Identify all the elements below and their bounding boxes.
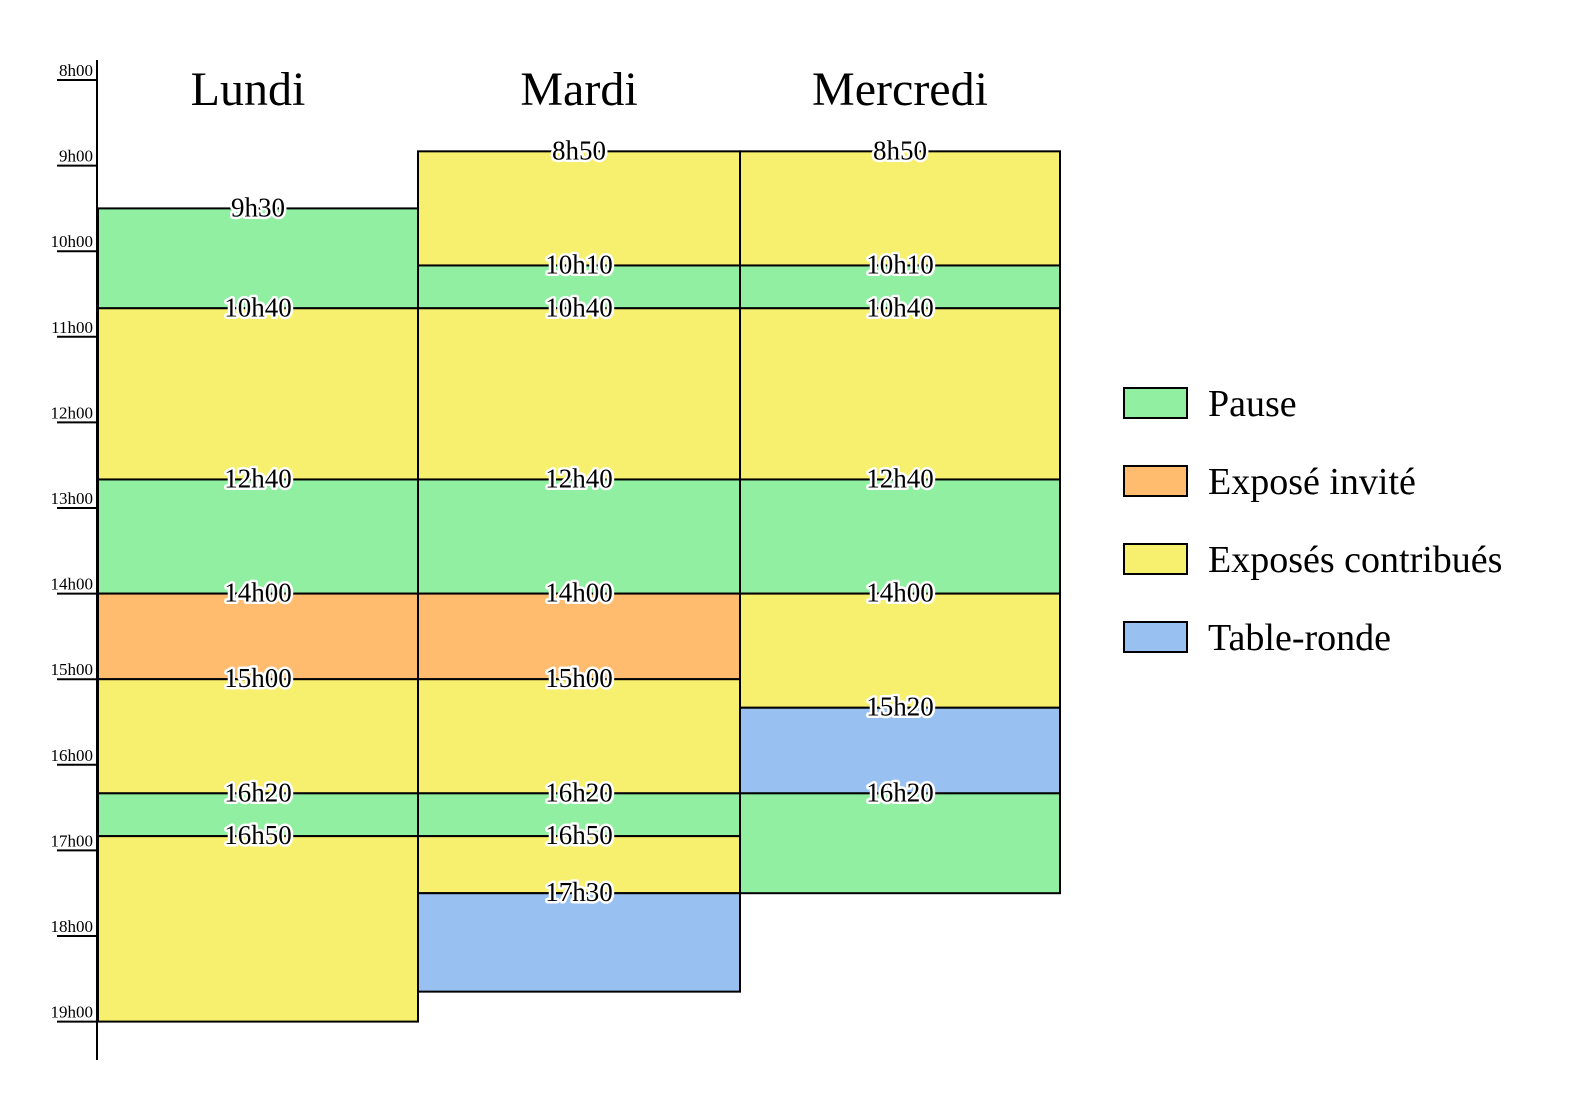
- block-start-time: 16h20: [545, 777, 613, 807]
- schedule-block-pause: [417, 478, 741, 595]
- schedule-blocks: [97, 150, 1061, 1023]
- block-start-time: 12h40: [545, 463, 613, 493]
- axis-tick-label: 13h00: [51, 489, 94, 508]
- block-start-time: 17h30: [545, 877, 613, 907]
- block-start-time: 12h40: [866, 463, 934, 493]
- block-start-time: 14h00: [545, 578, 613, 608]
- schedule-block-contribue: [739, 307, 1061, 481]
- legend-swatch-contribue: [1123, 543, 1188, 575]
- schedule-block-contribue: [417, 307, 741, 481]
- schedule-block-pause: [97, 478, 419, 595]
- block-start-time: 10h10: [866, 249, 934, 279]
- block-start-time: 10h40: [545, 292, 613, 322]
- block-start-time: 16h20: [866, 777, 934, 807]
- block-start-time: 16h50: [545, 820, 613, 850]
- block-start-time: 12h40: [224, 463, 292, 493]
- schedule-block-contribue: [417, 678, 741, 795]
- block-start-time: 10h40: [866, 292, 934, 322]
- block-start-time: 15h20: [866, 692, 934, 722]
- legend-swatch-invite: [1123, 465, 1188, 497]
- axis-tick-label: 10h00: [51, 232, 94, 251]
- axis-tick-label: 12h00: [51, 403, 94, 422]
- schedule-block-contribue: [739, 150, 1061, 267]
- axis-tick-label: 16h00: [51, 746, 94, 765]
- schedule-block-contribue: [417, 150, 741, 267]
- time-axis: 8h00 9h00 10h00 11h00 12h00 13h00 14h00 15h00 16…: [51, 60, 98, 1060]
- schedule-block-contribue: [97, 835, 419, 1023]
- axis-tick-label: 17h00: [51, 831, 94, 850]
- schedule-block-contribue: [739, 592, 1061, 709]
- day-header-lundi: Lundi: [191, 63, 306, 116]
- axis-tick-label: 19h00: [51, 1003, 94, 1022]
- schedule-block-contribue: [97, 678, 419, 795]
- block-start-time: 15h00: [224, 663, 292, 693]
- legend-label-pause: Pause: [1208, 383, 1297, 425]
- schedule-block-pause: [739, 792, 1061, 895]
- block-start-time: 16h50: [224, 820, 292, 850]
- schedule-block-invite: [97, 592, 419, 681]
- block-start-time: 10h40: [224, 292, 292, 322]
- day-header-mercredi: Mercredi: [812, 63, 988, 116]
- schedule-block-pause: [417, 792, 741, 838]
- schedule-block-pause: [97, 207, 419, 310]
- schedule-block-pause: [739, 478, 1061, 595]
- legend-swatch-table: [1123, 621, 1188, 653]
- axis-tick-label: 14h00: [51, 575, 94, 594]
- legend: Pause Exposé invité Exposés contribués Tabl…: [1123, 383, 1502, 659]
- axis-tick-label: 8h00: [59, 61, 93, 80]
- block-start-time: 14h00: [866, 578, 934, 608]
- block-start-time: 10h10: [545, 249, 613, 279]
- axis-tick-label: 15h00: [51, 660, 94, 679]
- block-start-time: 14h00: [224, 578, 292, 608]
- schedule-block-pause: [739, 264, 1061, 310]
- axis-tick-label: 18h00: [51, 917, 94, 936]
- day-header-mardi: Mardi: [520, 63, 637, 116]
- block-start-time: 8h50: [873, 135, 927, 165]
- block-start-time: 8h50: [552, 135, 606, 165]
- block-start-time: 16h20: [224, 777, 292, 807]
- schedule-block-table: [739, 706, 1061, 795]
- schedule-block-invite: [417, 592, 741, 681]
- time-labels: 9h30 10h40 12h40 14h00 15h00 16h20 16h50 8h50 10…: [222, 133, 937, 910]
- legend-label-contribue: Exposés contribués: [1208, 539, 1502, 581]
- schedule-block-table: [417, 892, 741, 993]
- schedule-block-contribue: [97, 307, 419, 481]
- axis-tick-label: 11h00: [51, 318, 93, 337]
- day-headers: Lundi Mardi Mercredi: [191, 63, 988, 116]
- legend-label-invite: Exposé invité: [1208, 461, 1416, 503]
- legend-swatch-pause: [1123, 387, 1188, 419]
- block-start-time: 15h00: [545, 663, 613, 693]
- axis-tick-label: 9h00: [59, 147, 93, 166]
- legend-label-table: Table-ronde: [1208, 617, 1391, 659]
- block-start-time: 9h30: [231, 192, 285, 222]
